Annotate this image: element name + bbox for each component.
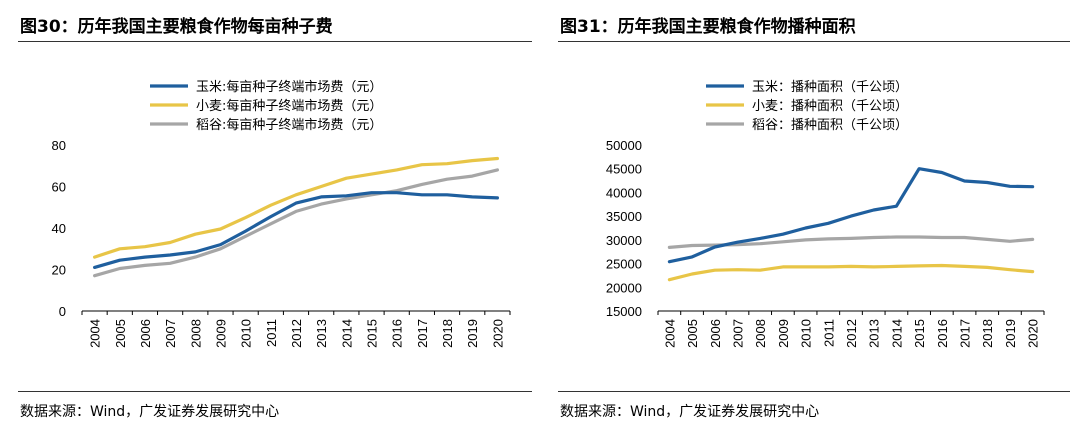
x-tick-label: 2011	[821, 319, 836, 347]
y-tick-label: 35000	[606, 209, 642, 224]
x-tick-label: 2013	[867, 319, 882, 348]
title-divider	[18, 41, 532, 42]
x-tick-label: 2010	[239, 319, 254, 348]
x-tick-label: 2014	[889, 319, 904, 348]
source-note: 数据来源：Wind，广发证券发展研究中心	[560, 404, 820, 420]
legend-label: 稻谷：播种面积（千公顷）	[752, 118, 908, 133]
source-divider	[18, 391, 532, 392]
x-tick-label: 2012	[844, 319, 859, 348]
x-tick-label: 2007	[730, 319, 745, 348]
legend-label: 稻谷:每亩种子终端市场费（元）	[196, 117, 382, 133]
series-line-corn	[92, 191, 499, 269]
x-tick-label: 2006	[708, 319, 723, 348]
y-tick-label: 20000	[606, 280, 642, 295]
x-tick-label: 2015	[912, 319, 927, 348]
y-tick-label: 30000	[606, 233, 642, 248]
x-tick-label: 2008	[188, 319, 203, 348]
x-tick-label: 2009	[213, 319, 228, 348]
y-tick-label: 15000	[606, 304, 642, 319]
x-tick-label: 2020	[490, 319, 505, 348]
x-tick-label: 2010	[799, 319, 814, 348]
source-divider	[558, 391, 1070, 392]
y-tick-label: 0	[59, 304, 66, 319]
x-tick-label: 2004	[662, 319, 677, 348]
x-tick-label: 2004	[88, 319, 103, 348]
x-tick-label: 2009	[776, 319, 791, 348]
x-tick-label: 2005	[685, 319, 700, 348]
source-note: 数据来源：Wind，广发证券发展研究中心	[20, 404, 280, 420]
y-tick-label: 40000	[606, 185, 642, 200]
chart-title: 图30：历年我国主要粮食作物每亩种子费	[20, 17, 333, 37]
x-tick-label: 2007	[163, 319, 178, 348]
x-tick-label: 2014	[339, 319, 354, 348]
x-tick-label: 2006	[138, 319, 153, 348]
x-tick-label: 2015	[365, 319, 380, 348]
x-tick-label: 2005	[113, 319, 128, 348]
series-line-rice	[92, 168, 499, 278]
series-line-wheat	[667, 263, 1035, 282]
x-tick-label: 2012	[289, 319, 304, 348]
x-tick-label: 2018	[980, 319, 995, 348]
x-tick-label: 2013	[314, 319, 329, 348]
y-tick-label: 45000	[606, 162, 642, 177]
y-tick-label: 60	[52, 180, 66, 195]
title-divider	[558, 41, 1070, 42]
legend-label: 小麦：播种面积（千公顷）	[752, 99, 908, 114]
sown-area-line-chart: 2004 2005 2006 2007 2008 2009 2010 2011 2012 2013…	[606, 80, 1045, 348]
seed-cost-line-chart: 2004 2005 2006 2007 2008 2009 2010 2011 2012 2013…	[52, 79, 511, 348]
x-tick-label: 2016	[390, 319, 405, 348]
x-tick-label: 2017	[415, 319, 430, 348]
x-tick-label: 2019	[465, 319, 480, 348]
x-tick-label: 2016	[935, 319, 950, 348]
y-tick-label: 50000	[606, 138, 642, 153]
legend-label: 小麦:每亩种子终端市场费（元）	[196, 98, 382, 114]
x-tick-label: 2017	[958, 319, 973, 348]
x-tick-label: 2008	[753, 319, 768, 348]
x-tick-label: 2019	[1003, 319, 1018, 348]
series-line-corn	[667, 167, 1035, 264]
chart-title: 图31：历年我国主要粮食作物播种面积	[560, 17, 856, 37]
y-tick-label: 80	[52, 138, 66, 153]
y-tick-label: 20	[52, 263, 66, 278]
legend-label: 玉米:每亩种子终端市场费（元）	[196, 79, 382, 95]
x-tick-label: 2011	[264, 319, 279, 347]
legend-label: 玉米：播种面积（千公顷）	[752, 80, 908, 95]
y-tick-label: 25000	[606, 257, 642, 272]
chart-panel-30: 图30：历年我国主要粮食作物每亩种子费 2004 2005 2006 2007 2008…	[18, 17, 532, 420]
y-tick-label: 40	[52, 221, 66, 236]
x-tick-label: 2020	[1026, 319, 1041, 348]
x-tick-label: 2018	[440, 319, 455, 348]
series-line-wheat	[92, 156, 499, 259]
chart-panel-31: 图31：历年我国主要粮食作物播种面积 2004 2005 2006 2007 2008 2…	[546, 0, 1080, 436]
